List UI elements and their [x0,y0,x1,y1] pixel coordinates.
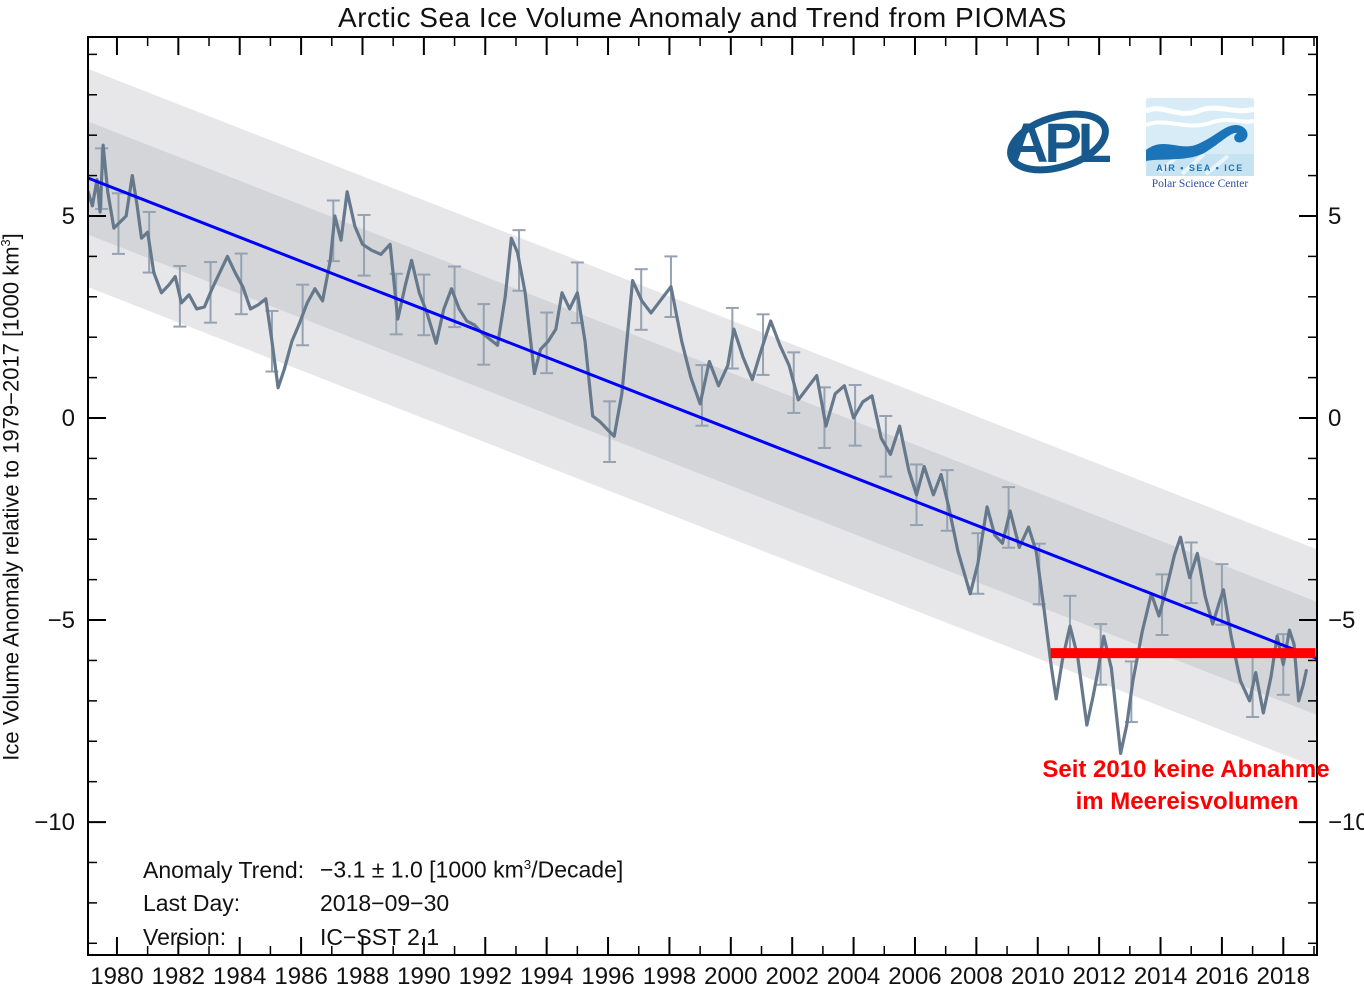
chart-title: Arctic Sea Ice Volume Anomaly and Trend … [338,2,1067,33]
highlight-annotation-line2: im Meereisvolumen [1075,788,1299,815]
apl-logo: APL [1007,110,1110,174]
psc-logo-air-sea-ice-text: AIR • SEA • ICE [1156,163,1243,173]
x-tick-label: 2018 [1257,963,1310,990]
x-tick-label: 1982 [152,963,205,990]
stat-superscript: 3 [523,857,532,872]
x-tick-label: 1992 [459,963,512,990]
stat-value: 2018−09−30 [320,890,450,917]
x-tick-label: 1998 [643,963,696,990]
y-tick-label-right: 0 [1328,405,1341,432]
anomaly-series-line [88,143,1308,755]
stat-label: Version: [143,923,227,950]
y-tick-label-left: −5 [48,607,75,634]
x-tick-label: 2010 [1011,963,1064,990]
x-tick-label: 1986 [274,963,327,990]
y-tick-labels: 5 5 0 0 −5 −5 −10 −10 [34,203,1364,836]
stat-value-end: /Decade] [531,856,624,883]
plot-frame [87,36,1318,956]
psc-logo-ocean-wave [1146,124,1248,161]
x-tick-label: 2014 [1134,963,1187,990]
x-tick-label: 1988 [336,963,389,990]
psc-logo-sky-wave-2 [1146,118,1254,128]
x-tick-label: 2016 [1195,963,1248,990]
x-tick-label: 2012 [1072,963,1125,990]
x-tick-label: 1990 [397,963,450,990]
anomaly-polyline [88,143,1308,755]
stat-value: IC−SST 2.1 [320,923,440,950]
x-tick-label: 2002 [766,963,819,990]
highlight-annotation-line1: Seit 2010 keine Abnahme [1042,756,1330,783]
stats-block: Anomaly Trend: −3.1 ± 1.0 [1000 km3/Decad… [143,848,623,954]
y-tick-label-right: −10 [1328,809,1364,836]
x-tick-label: 2004 [827,963,880,990]
apl-logo-orbit-ellipse [1007,110,1109,174]
x-tick-label: 1994 [520,963,573,990]
plot-frame-and-ticks [87,36,1318,956]
stat-row-trend: Anomaly Trend: −3.1 ± 1.0 [1000 km3/Decad… [143,848,623,887]
x-tick-label: 1984 [213,963,266,990]
psc-logo-sky-wave-1 [1146,105,1254,116]
psc-logo-name-text: Polar Science Center [1152,178,1249,190]
y-tick-label-left: −10 [34,809,75,836]
x-tick-label: 2008 [950,963,1003,990]
stat-label: Last Day: [143,890,241,917]
apl-logo-text: APL [1008,111,1110,174]
y-tick-label-left: 5 [62,203,75,230]
x-tick-label: 1980 [90,963,143,990]
y-tick-label-left: 0 [62,405,75,432]
linear-trend-line [88,176,1317,660]
stat-row-version: Version: IC−SST 2.1 [143,921,623,955]
x-tick-labels: 1980 1982 1984 1986 1988 1990 1992 1994 1996 1998… [90,963,1310,990]
psc-logo-name-strip [1146,176,1254,190]
stat-value: −3.1 ± 1.0 [1000 km [320,856,524,883]
stat-row-lastday: Last Day: 2018−09−30 [143,887,623,921]
x-tick-label: 1996 [581,963,634,990]
polar-science-center-logo: AIR • SEA • ICE Polar Science Center [1146,98,1254,190]
x-tick-label: 2000 [704,963,757,990]
x-tick-label: 2006 [888,963,941,990]
y-tick-label-right: 5 [1328,203,1341,230]
stat-label: Anomaly Trend: [143,856,305,883]
trend-line [88,176,1317,660]
y-tick-label-right: −5 [1328,607,1355,634]
